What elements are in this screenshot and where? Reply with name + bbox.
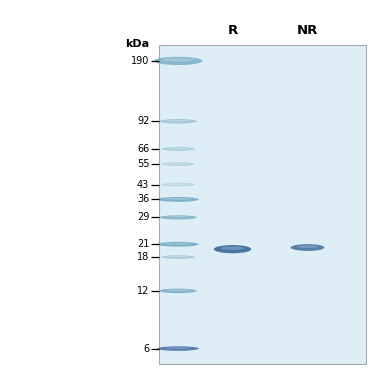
Text: 36: 36 [137,194,149,204]
Ellipse shape [161,147,195,151]
Ellipse shape [159,215,197,219]
Text: kDa: kDa [125,39,149,49]
FancyBboxPatch shape [159,45,366,364]
Ellipse shape [167,148,189,149]
Ellipse shape [161,162,195,166]
Text: 190: 190 [131,56,149,66]
Ellipse shape [159,289,197,293]
Text: NR: NR [297,24,318,36]
Ellipse shape [165,347,192,349]
Ellipse shape [158,197,199,202]
Ellipse shape [161,183,195,186]
Ellipse shape [162,58,194,62]
Ellipse shape [154,57,203,65]
Ellipse shape [167,183,189,185]
Ellipse shape [297,245,318,248]
Ellipse shape [158,242,199,247]
Ellipse shape [165,243,192,244]
Text: 43: 43 [137,180,149,190]
Ellipse shape [167,256,189,257]
Ellipse shape [161,255,195,259]
Text: 21: 21 [137,239,149,249]
Ellipse shape [291,244,324,251]
Text: 92: 92 [137,116,149,126]
Text: R: R [227,24,238,36]
Text: 55: 55 [137,159,149,169]
Ellipse shape [159,119,197,123]
Ellipse shape [166,216,190,218]
Ellipse shape [220,247,245,250]
Text: 18: 18 [137,252,149,262]
Ellipse shape [166,120,190,122]
Text: 12: 12 [137,286,149,296]
Ellipse shape [166,290,190,291]
Ellipse shape [167,163,189,164]
Text: 29: 29 [137,212,149,222]
Ellipse shape [158,346,199,351]
Ellipse shape [214,245,251,253]
Text: 66: 66 [137,144,149,154]
Ellipse shape [165,198,192,200]
Text: 6: 6 [143,344,149,354]
